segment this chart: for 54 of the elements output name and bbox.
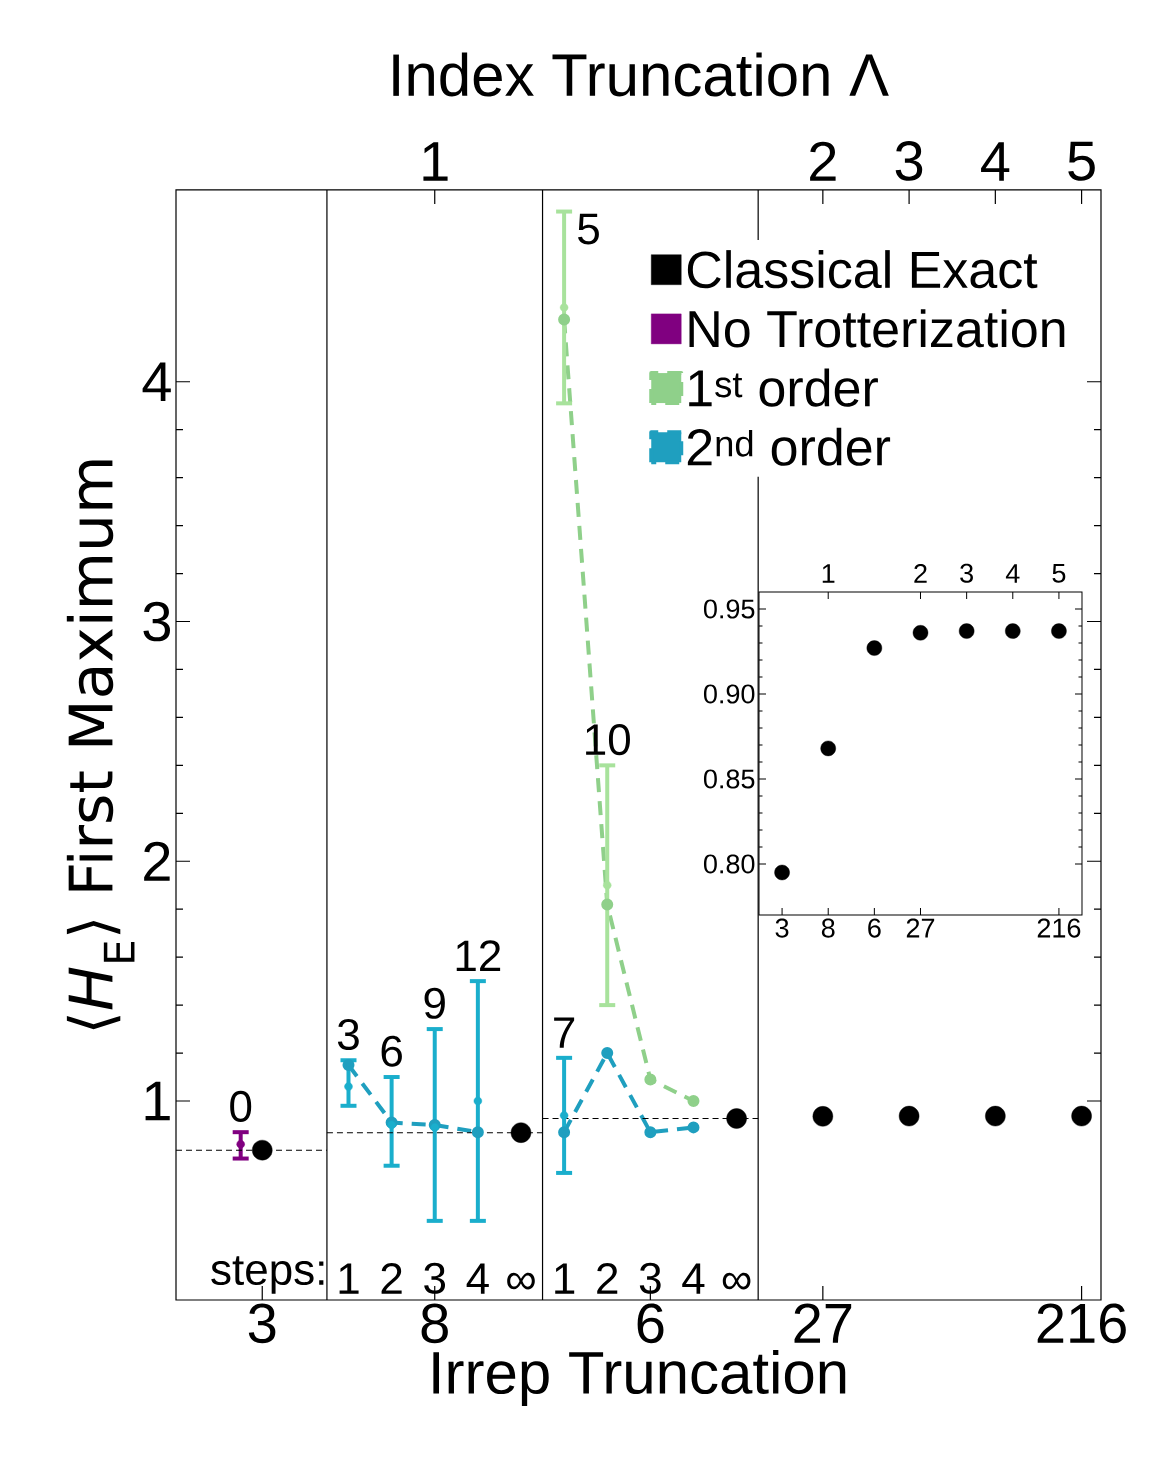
y-tick-label: 0.95 <box>703 599 755 619</box>
annotation: 1 <box>555 1263 575 1294</box>
x-tick-label: 6 <box>868 918 881 938</box>
annotation: 5 <box>1052 563 1066 583</box>
y-tick-label: 0.85 <box>703 769 755 789</box>
y-tick-label: 0.80 <box>703 854 755 874</box>
annotation: 10 <box>586 724 630 756</box>
x-tick-label: 216 <box>1037 1303 1126 1344</box>
annotation: 1 <box>339 1263 359 1294</box>
annotation: 3 <box>337 1018 359 1051</box>
annotation: 4 <box>466 1263 489 1294</box>
legend-label: 2$^{nd}$ order <box>687 427 891 466</box>
annotation: 2 <box>914 563 927 583</box>
y-tick-label: 4 <box>142 362 171 402</box>
y-tick-label: 1 <box>145 1081 170 1121</box>
text: 1 <box>423 142 448 181</box>
x2-axis-title: Index Truncation Λ <box>393 52 889 97</box>
annotation: 6 <box>381 1035 402 1067</box>
annotation: steps: <box>211 1256 324 1294</box>
annotation: 2 <box>381 1263 402 1294</box>
x-tick-label: 8 <box>421 1303 448 1344</box>
annotation: 3 <box>639 1262 661 1294</box>
annotation: 2 <box>597 1263 618 1294</box>
x-tick-label: 6 <box>637 1303 664 1344</box>
annotation: ∞ <box>722 1272 751 1290</box>
annotation: 12 <box>456 940 501 971</box>
annotation: ∞ <box>507 1272 535 1290</box>
annotation: 7 <box>554 1017 575 1048</box>
annotation: 3 <box>424 1262 446 1294</box>
legend-label: Classical Exact <box>687 250 1038 289</box>
annotation: 0 <box>230 1090 252 1122</box>
y-axis-title: ⟨H$_{E}$⟩ First Maximum <box>66 460 135 1030</box>
x-tick-label: 8 <box>821 918 835 938</box>
annotation: 4 <box>682 1263 705 1294</box>
x-tick-label: 27 <box>794 1303 852 1343</box>
text: 2 <box>810 141 836 181</box>
x-tick-label: 3 <box>775 918 789 938</box>
text: 5 <box>1068 141 1095 181</box>
y-tick-label: 3 <box>143 601 171 642</box>
y-tick-label: 2 <box>144 841 170 881</box>
annotation: 1 <box>822 564 835 583</box>
y-tick-label: 0.90 <box>703 684 755 704</box>
text: 4 <box>981 142 1010 181</box>
x-tick-label: 3 <box>248 1303 276 1344</box>
x-tick-label: 216 <box>1037 918 1081 938</box>
legend-label: 1$^{st}$ order <box>689 368 878 407</box>
text: 3 <box>895 141 923 181</box>
annotation: 9 <box>424 987 445 1019</box>
annotation: 3 <box>960 563 973 583</box>
annotation: 5 <box>578 213 599 245</box>
x-tick-label: 27 <box>906 918 935 938</box>
annotation: 4 <box>1005 564 1020 583</box>
x-axis-title: Irrep Truncation <box>433 1350 846 1406</box>
legend-label: No Trotterization <box>689 309 1065 348</box>
